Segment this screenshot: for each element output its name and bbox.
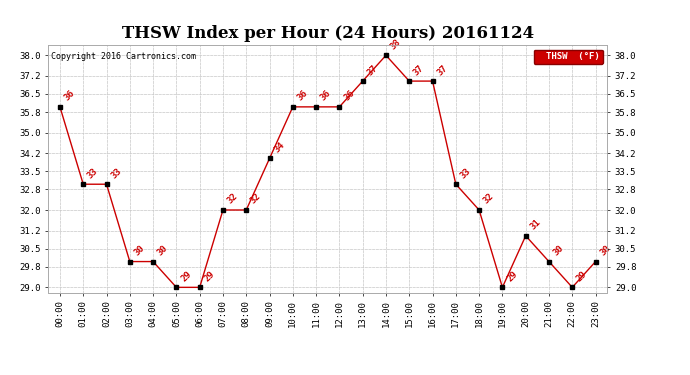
Text: 34: 34	[273, 140, 286, 154]
Text: 29: 29	[505, 269, 519, 283]
Text: 33: 33	[86, 166, 100, 180]
Text: 30: 30	[132, 243, 146, 257]
Text: 30: 30	[598, 243, 612, 257]
Text: 32: 32	[226, 192, 239, 206]
Text: 33: 33	[109, 166, 124, 180]
Text: 32: 32	[482, 192, 496, 206]
Text: 30: 30	[552, 243, 566, 257]
Text: 36: 36	[342, 89, 356, 103]
Text: 36: 36	[295, 89, 310, 103]
Text: 29: 29	[179, 269, 193, 283]
Text: 36: 36	[319, 89, 333, 103]
Text: 37: 37	[412, 63, 426, 77]
Text: 32: 32	[249, 192, 263, 206]
Text: 29: 29	[202, 269, 217, 283]
Text: 36: 36	[63, 89, 77, 103]
Legend: THSW  (°F): THSW (°F)	[533, 50, 602, 64]
Text: 29: 29	[575, 269, 589, 283]
Text: Copyright 2016 Cartronics.com: Copyright 2016 Cartronics.com	[51, 53, 196, 62]
Title: THSW Index per Hour (24 Hours) 20161124: THSW Index per Hour (24 Hours) 20161124	[121, 25, 534, 42]
Text: 31: 31	[529, 217, 542, 232]
Text: 38: 38	[388, 37, 403, 51]
Text: 37: 37	[366, 63, 380, 77]
Text: 30: 30	[156, 243, 170, 257]
Text: 33: 33	[459, 166, 473, 180]
Text: 37: 37	[435, 63, 449, 77]
